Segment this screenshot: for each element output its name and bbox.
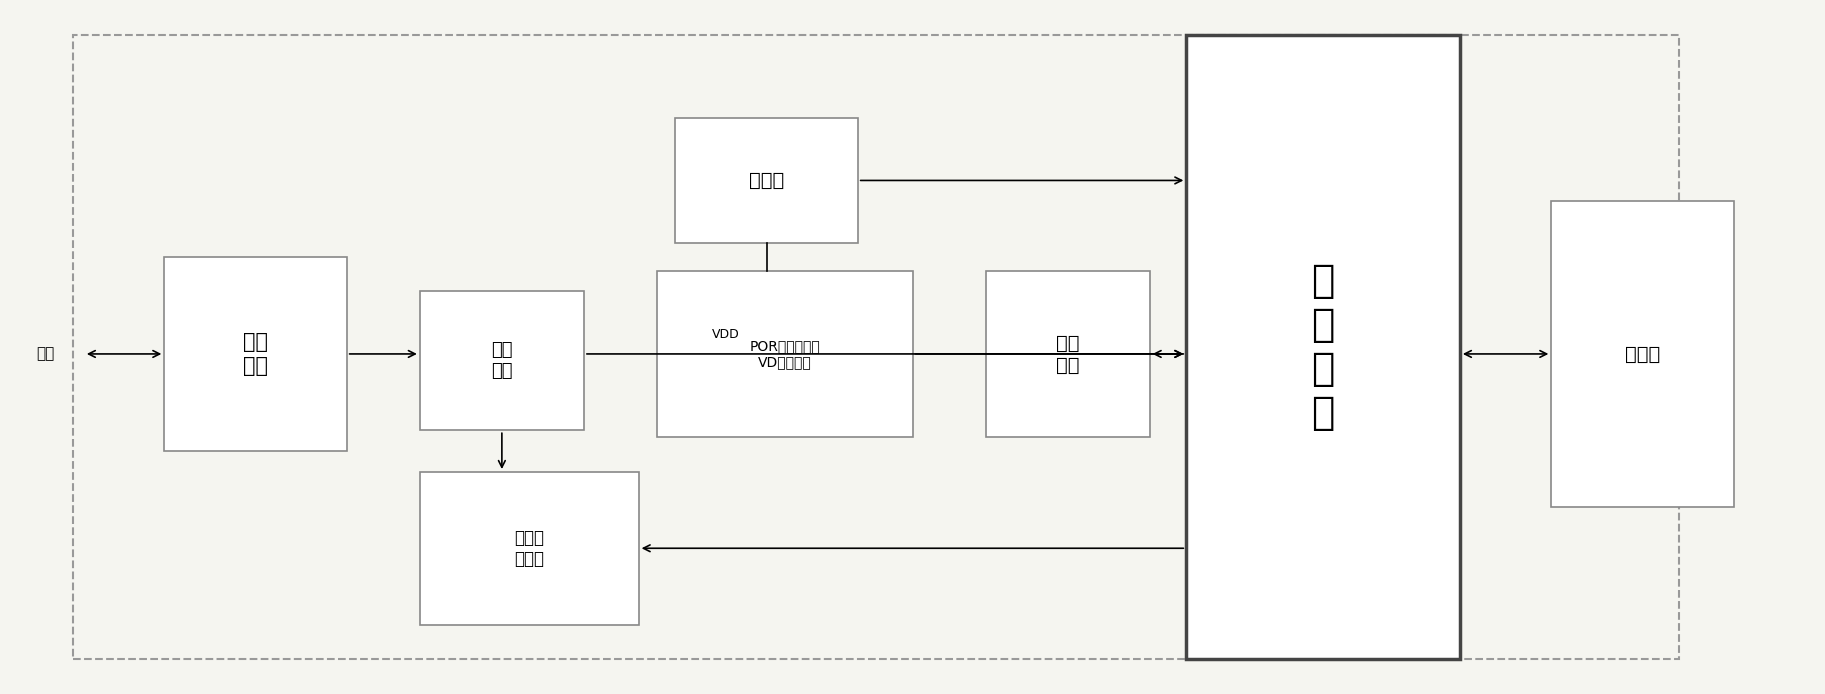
Bar — [164, 257, 347, 451]
Text: 整流
模块: 整流 模块 — [243, 332, 268, 375]
Text: VDD: VDD — [712, 328, 739, 341]
Bar — [420, 472, 639, 625]
Bar — [73, 35, 1679, 659]
Bar — [675, 118, 858, 243]
Bar — [1551, 201, 1734, 507]
Text: 天线: 天线 — [36, 346, 55, 362]
Bar — [420, 291, 584, 430]
Text: 负载
模块: 负载 模块 — [1057, 333, 1079, 375]
Text: 调制解
调模块: 调制解 调模块 — [515, 529, 544, 568]
Text: POR复位模块和
VD检测模块: POR复位模块和 VD检测模块 — [750, 339, 819, 369]
Bar — [657, 271, 912, 437]
Text: 数
字
模
块: 数 字 模 块 — [1312, 262, 1334, 432]
Text: 振荡器: 振荡器 — [748, 171, 785, 190]
Text: 电源
模块: 电源 模块 — [491, 341, 513, 380]
Text: 存储器: 存储器 — [1624, 344, 1661, 364]
Bar — [1186, 35, 1460, 659]
Bar — [986, 271, 1150, 437]
